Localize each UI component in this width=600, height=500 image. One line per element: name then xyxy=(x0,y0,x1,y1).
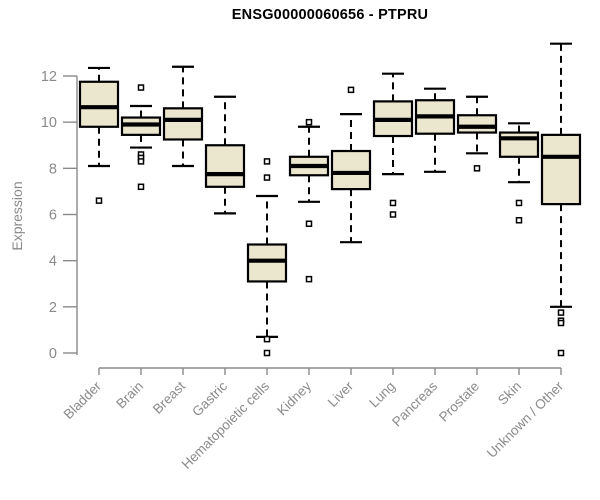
x-tick-label-brain: Brain xyxy=(113,379,146,412)
outlier-point xyxy=(557,349,565,357)
iqr-box xyxy=(78,80,120,128)
box-gastric xyxy=(204,95,246,215)
x-tick-label-pancreas: Pancreas xyxy=(389,378,440,429)
outlier-point xyxy=(137,158,145,165)
box-kidney xyxy=(288,118,330,283)
outlier-point xyxy=(263,335,271,343)
y-tick-label: 10 xyxy=(41,115,57,131)
iqr-box xyxy=(330,149,372,191)
iqr-box xyxy=(246,243,288,283)
box-hematopoietic-cells xyxy=(246,158,288,357)
outlier-point xyxy=(557,319,565,327)
outlier-point xyxy=(557,309,565,316)
box-liver xyxy=(330,86,372,244)
outlier-point xyxy=(473,165,481,172)
y-tick-label: 6 xyxy=(49,208,57,224)
y-tick-label: 8 xyxy=(49,161,57,177)
box-unknown-other xyxy=(540,42,582,357)
y-tick-label: 2 xyxy=(49,300,57,316)
outlier-point xyxy=(389,211,397,218)
y-tick-label: 0 xyxy=(49,346,57,362)
x-tick-label-liver: Liver xyxy=(325,378,357,410)
iqr-box xyxy=(498,131,540,158)
outlier-point xyxy=(305,118,313,126)
x-tick-label-gastric: Gastric xyxy=(189,378,230,419)
x-tick-label-lung: Lung xyxy=(366,379,398,411)
box-pancreas xyxy=(414,87,456,173)
outlier-point xyxy=(515,217,523,224)
outlier-point xyxy=(389,199,397,207)
iqr-box xyxy=(204,144,246,188)
outlier-point xyxy=(263,158,271,165)
x-tick-label-unknown-other: Unknown / Other xyxy=(484,378,567,461)
box-brain xyxy=(120,84,162,191)
outlier-point xyxy=(305,220,313,227)
outlier-point xyxy=(515,199,523,207)
outlier-point xyxy=(263,174,271,181)
iqr-box xyxy=(162,107,204,141)
y-tick-label: 4 xyxy=(49,254,57,270)
outlier-point xyxy=(347,86,355,94)
outlier-point xyxy=(263,349,271,357)
x-tick-label-breast: Breast xyxy=(150,378,188,416)
box-prostate xyxy=(456,95,498,172)
outlier-point xyxy=(95,197,103,204)
box-breast xyxy=(162,65,204,168)
x-tick-label-bladder: Bladder xyxy=(61,378,105,422)
x-tick-label-prostate: Prostate xyxy=(436,379,482,425)
outlier-point xyxy=(137,183,145,191)
outlier-point xyxy=(137,84,145,91)
iqr-box xyxy=(456,114,498,134)
box-lung xyxy=(372,72,414,218)
y-tick-label: 12 xyxy=(41,69,57,85)
box-bladder xyxy=(78,66,120,204)
x-tick-label-kidney: Kidney xyxy=(274,378,314,418)
iqr-box xyxy=(540,133,582,206)
outlier-point xyxy=(305,275,313,283)
box-skin xyxy=(498,122,540,224)
x-tick-label-skin: Skin xyxy=(495,379,524,408)
chart-title: ENSG00000060656 - PTPRU xyxy=(231,7,429,23)
